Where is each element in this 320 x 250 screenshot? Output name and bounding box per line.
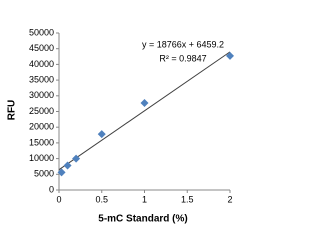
equation: y = 18766x + 6459.2 [142, 39, 224, 49]
y-tick-label: 5000 [34, 169, 54, 179]
x-tick-label: 0 [56, 194, 61, 204]
y-tick-label: 35000 [29, 74, 54, 84]
chart: RFU 5-mC Standard (%) y = 18766x + 6459.… [7, 27, 234, 225]
x-tick-label: 1.5 [181, 194, 194, 204]
y-tick-label: 30000 [29, 90, 54, 100]
y-tick-label: 0 [49, 184, 54, 194]
point [63, 161, 72, 170]
y-tick-label: 50000 [29, 27, 54, 37]
x-axis-title: 5-mC Standard (%) [98, 214, 187, 225]
x-tick-label: 2 [227, 194, 232, 204]
y-tick-label: 10000 [29, 153, 54, 163]
y-tick-label: 40000 [29, 59, 54, 69]
y-axis-title: RFU [7, 100, 18, 121]
x-tick-label: 1 [142, 194, 147, 204]
point [97, 130, 106, 139]
point [226, 51, 234, 60]
y-tick-label: 15000 [29, 137, 54, 147]
y-tick-label: 25000 [29, 106, 54, 116]
y-tick-label: 45000 [29, 43, 54, 53]
r-squared: R² = 0.9847 [159, 53, 206, 63]
trendline [58, 51, 231, 171]
point [72, 154, 81, 163]
point [140, 99, 149, 108]
point [57, 168, 66, 177]
x-tick-label: 0.5 [95, 194, 108, 204]
y-tick-label: 20000 [29, 122, 54, 132]
